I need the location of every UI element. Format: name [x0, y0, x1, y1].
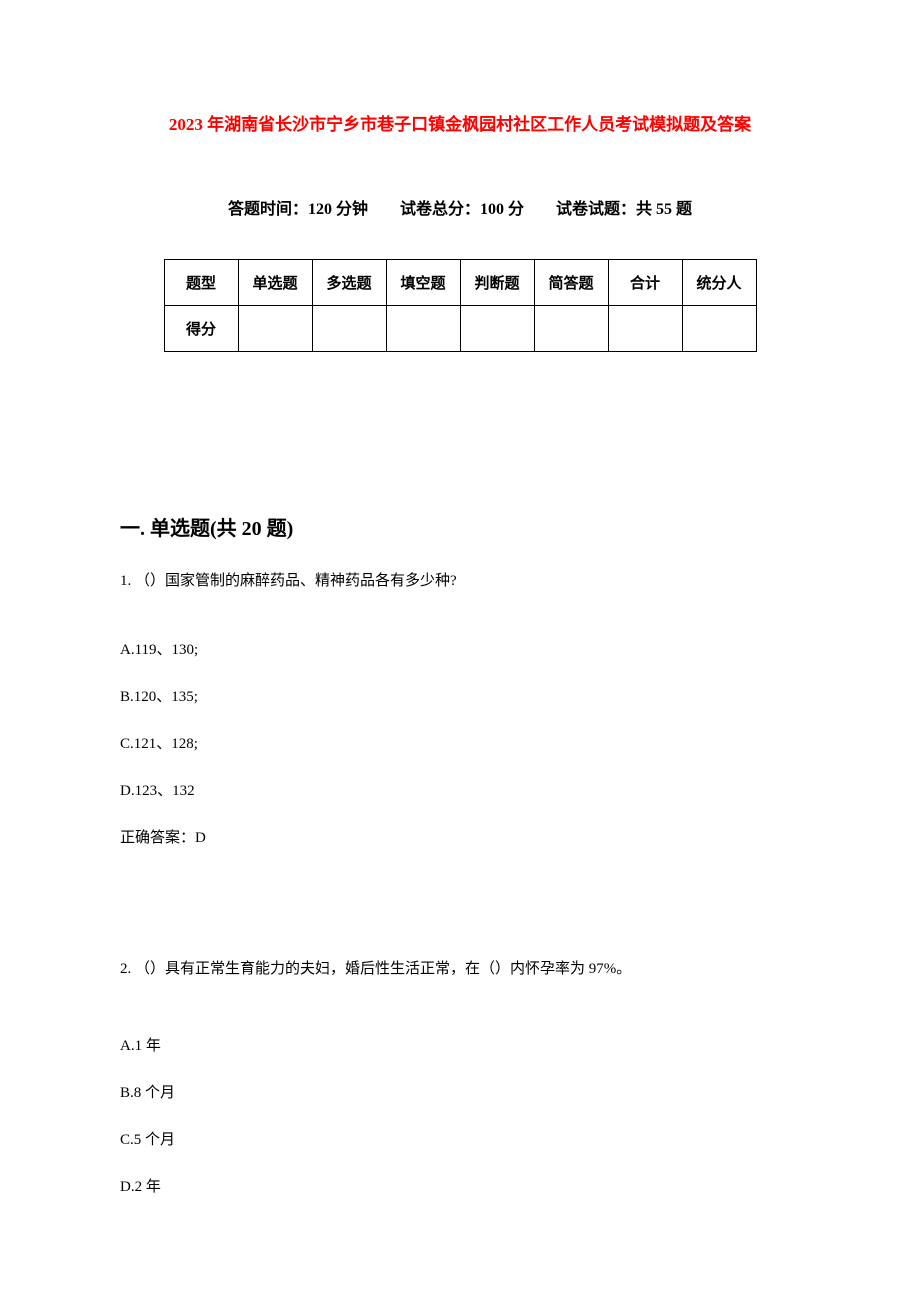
total-score-label: 试卷总分：: [400, 201, 480, 218]
question-1-text: 1. （）国家管制的麻醉药品、精神药品各有多少种?: [120, 569, 800, 590]
col-multi: 多选题: [312, 260, 386, 306]
question-2: 2. （）具有正常生育能力的夫妇，婚后性生活正常，在（）内怀孕率为 97%。 A…: [120, 957, 800, 1196]
question-2-body: （）具有正常生育能力的夫妇，婚后性生活正常，在（）内怀孕率为 97%。: [135, 961, 631, 977]
time-value: 120 分钟: [308, 201, 368, 218]
question-2-text: 2. （）具有正常生育能力的夫妇，婚后性生活正常，在（）内怀孕率为 97%。: [120, 957, 800, 978]
table-score-row: 得分: [164, 306, 756, 352]
score-cell-scorer: [682, 306, 756, 352]
col-short: 简答题: [534, 260, 608, 306]
score-cell-total: [608, 306, 682, 352]
document-title: 2023 年湖南省长沙市宁乡市巷子口镇金枫园村社区工作人员考试模拟题及答案: [120, 110, 800, 135]
question-count-label: 试卷试题：: [556, 201, 636, 218]
col-judge: 判断题: [460, 260, 534, 306]
question-1: 1. （）国家管制的麻醉药品、精神药品各有多少种? A.119、130; B.1…: [120, 569, 800, 847]
score-cell-short: [534, 306, 608, 352]
time-label: 答题时间：: [228, 201, 308, 218]
question-2-option-a: A.1 年: [120, 1034, 800, 1055]
score-cell-fill: [386, 306, 460, 352]
question-1-body: （）国家管制的麻醉药品、精神药品各有多少种?: [135, 573, 457, 589]
question-1-answer: 正确答案：D: [120, 826, 800, 847]
question-2-number: 2.: [120, 961, 131, 977]
question-2-option-b: B.8 个月: [120, 1081, 800, 1102]
table-header-row: 题型 单选题 多选题 填空题 判断题 简答题 合计 统分人: [164, 260, 756, 306]
col-type: 题型: [164, 260, 238, 306]
question-1-option-c: C.121、128;: [120, 732, 800, 753]
col-fill: 填空题: [386, 260, 460, 306]
answer-value: D: [195, 830, 206, 846]
row-score-label: 得分: [164, 306, 238, 352]
question-count-value: 共 55 题: [636, 201, 692, 218]
question-2-option-c: C.5 个月: [120, 1128, 800, 1149]
answer-label: 正确答案：: [120, 830, 195, 846]
question-2-option-d: D.2 年: [120, 1175, 800, 1196]
section-heading-single-choice: 一. 单选题(共 20 题): [120, 512, 800, 541]
col-single: 单选题: [238, 260, 312, 306]
question-1-option-b: B.120、135;: [120, 685, 800, 706]
exam-info-row: 答题时间：120 分钟 试卷总分：100 分 试卷试题：共 55 题: [120, 195, 800, 219]
question-1-option-a: A.119、130;: [120, 638, 800, 659]
total-score-value: 100 分: [480, 201, 524, 218]
score-table: 题型 单选题 多选题 填空题 判断题 简答题 合计 统分人 得分: [164, 259, 757, 352]
question-1-option-d: D.123、132: [120, 779, 800, 800]
col-total: 合计: [608, 260, 682, 306]
score-cell-multi: [312, 306, 386, 352]
question-1-number: 1.: [120, 573, 131, 589]
col-scorer: 统分人: [682, 260, 756, 306]
score-cell-single: [238, 306, 312, 352]
score-cell-judge: [460, 306, 534, 352]
